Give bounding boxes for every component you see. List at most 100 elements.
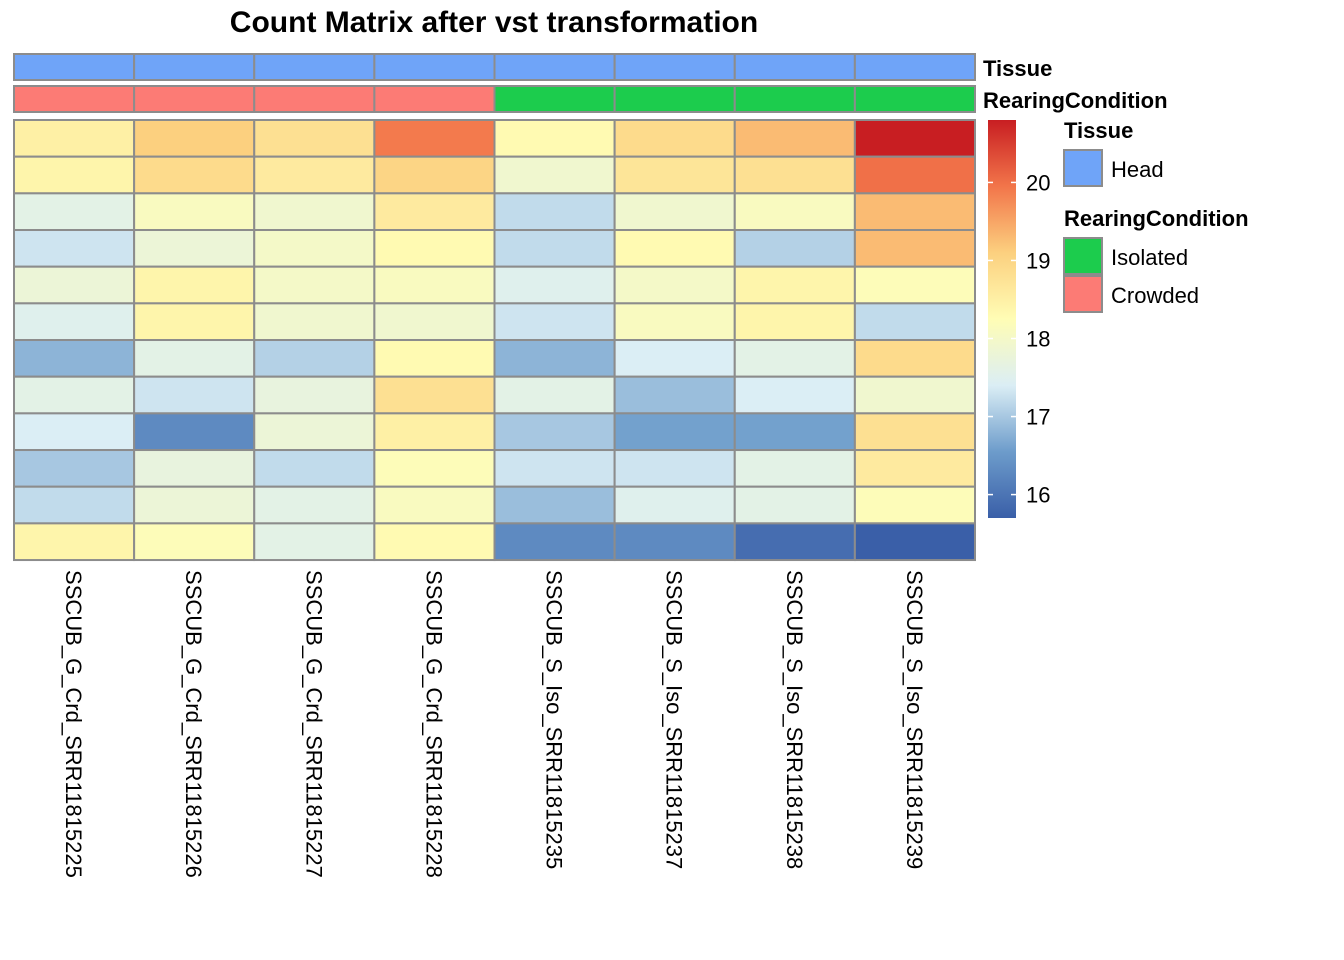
heatmap-cell-r9-c3: [253, 412, 376, 452]
heatmap-cell-r6-c1: [13, 302, 136, 342]
heatmap-cell-r3-c7: [733, 192, 856, 232]
heatmap-cell-r1-c2: [133, 119, 256, 158]
heatmap-cell-r3-c8: [853, 192, 976, 232]
heatmap-cell-r6-c4: [373, 302, 496, 342]
heatmap-cell-r7-c1: [13, 339, 136, 378]
heatmap-cell-r4-c7: [733, 229, 856, 268]
heatmap-cell-r12-c3: [253, 522, 376, 562]
heatmap-cell-r3-c2: [133, 192, 256, 232]
legend-label-crowded: Crowded: [1111, 283, 1199, 308]
heatmap-cell-r6-c3: [253, 302, 376, 342]
legend-swatch-crowded: [1063, 275, 1103, 313]
column-labels: SSCUB_G_Crd_SRR11815225 SSCUB_G_Crd_SRR11…: [61, 570, 927, 878]
annotation-cell-rearingcondition-7: [733, 85, 856, 113]
heatmap-cell-r9-c1: [13, 412, 136, 452]
heatmap-cell-r8-c1: [13, 375, 136, 415]
heatmap-cell-r3-c5: [493, 192, 616, 232]
colorbar-tick-label: 18: [1026, 327, 1050, 352]
annotation-cell-rearingcondition-8: [853, 85, 976, 113]
heatmap-cell-r9-c6: [613, 412, 736, 452]
heatmap-cell-r7-c4: [373, 339, 496, 378]
heatmap-cell-r5-c8: [853, 265, 976, 305]
heatmap-cell-r10-c6: [613, 449, 736, 488]
column-label-4: SSCUB_G_Crd_SRR11815228: [421, 570, 446, 878]
heatmap-cell-r12-c7: [733, 522, 856, 562]
heatmap-cell-r10-c7: [733, 449, 856, 488]
heatmap-cell-r10-c5: [493, 449, 616, 488]
heatmap-cell-r8-c5: [493, 375, 616, 415]
heatmap-cell-r8-c3: [253, 375, 376, 415]
heatmap-cell-r6-c6: [613, 302, 736, 342]
heatmap-cell-r5-c2: [133, 265, 256, 305]
heatmap-cell-r12-c4: [373, 522, 496, 562]
heatmap-cell-r9-c7: [733, 412, 856, 452]
column-label-2: SSCUB_G_Crd_SRR11815226: [181, 570, 206, 878]
legend-title-tissue: Tissue: [1064, 118, 1133, 143]
column-label-5: SSCUB_S_Iso_SRR11815235: [542, 570, 567, 869]
legend-label-isolated: Isolated: [1111, 245, 1188, 270]
heatmap-cell-r8-c4: [373, 375, 496, 415]
annotation-cell-tissue-5: [493, 53, 616, 81]
heatmap-cell-r11-c6: [613, 485, 736, 525]
heatmap-cell-r1-c4: [373, 119, 496, 158]
heatmap-cell-r8-c2: [133, 375, 256, 415]
heatmap-cell-r3-c1: [13, 192, 136, 232]
heatmap-cell-r6-c5: [493, 302, 616, 342]
annotation-cell-rearingcondition-4: [373, 85, 496, 113]
heatmap-cell-r1-c1: [13, 119, 136, 158]
heatmap-cell-r2-c8: [853, 155, 976, 195]
annotation-bars: Tissue RearingCondition: [13, 53, 1168, 113]
annotation-legends: Tissue Head RearingCondition Isolated Crowde…: [1063, 118, 1249, 313]
heatmap-cell-r7-c7: [733, 339, 856, 378]
colorbar-tick-label: 19: [1026, 248, 1050, 273]
heatmap-cell-r12-c5: [493, 522, 616, 562]
heatmap-cell-r8-c8: [853, 375, 976, 415]
column-label-1: SSCUB_G_Crd_SRR11815225: [61, 570, 86, 878]
heatmap-cell-r4-c2: [133, 229, 256, 268]
colorbar-tick-label: 16: [1026, 483, 1050, 508]
heatmap-cell-r9-c8: [853, 412, 976, 452]
heatmap-cell-r2-c7: [733, 155, 856, 195]
heatmap-cell-r11-c2: [133, 485, 256, 525]
heatmap-cell-r7-c6: [613, 339, 736, 378]
heatmap-cell-r11-c1: [13, 485, 136, 525]
annotation-cell-tissue-6: [613, 53, 736, 81]
annotation-cell-rearingcondition-3: [253, 85, 376, 113]
column-label-3: SSCUB_G_Crd_SRR11815227: [301, 570, 326, 878]
heatmap-cell-r8-c7: [733, 375, 856, 415]
column-label-8: SSCUB_S_Iso_SRR11815239: [902, 570, 927, 869]
heatmap-cell-r9-c2: [133, 412, 256, 452]
color-scale-legend: 16 17 18 19 20: [988, 120, 1050, 518]
annotation-label-tissue: Tissue: [983, 56, 1052, 81]
annotation-cell-rearingcondition-5: [493, 85, 616, 113]
heatmap-cell-r10-c1: [13, 449, 136, 488]
heatmap-cell-r11-c4: [373, 485, 496, 525]
heatmap-cell-r11-c7: [733, 485, 856, 525]
heatmap-cell-r2-c3: [253, 155, 376, 195]
heatmap-cell-r3-c4: [373, 192, 496, 232]
heatmap-cell-r5-c1: [13, 265, 136, 305]
heatmap-cell-r5-c4: [373, 265, 496, 305]
heatmap-cell-r1-c8: [853, 119, 976, 158]
heatmap-cell-r11-c3: [253, 485, 376, 525]
heatmap-cell-r2-c1: [13, 155, 136, 195]
heatmap-cell-r1-c3: [253, 119, 376, 158]
heatmap-cell-r3-c3: [253, 192, 376, 232]
heatmap-cell-r7-c5: [493, 339, 616, 378]
heatmap-cell-r4-c6: [613, 229, 736, 268]
heatmap-cell-r7-c2: [133, 339, 256, 378]
heatmap-cell-r11-c5: [493, 485, 616, 525]
heatmap-cell-r2-c2: [133, 155, 256, 195]
legend-title-rearingcondition: RearingCondition: [1064, 206, 1249, 231]
heatmap-cells: [13, 119, 976, 562]
heatmap-cell-r12-c2: [133, 522, 256, 562]
annotation-cell-rearingcondition-2: [133, 85, 256, 113]
annotation-cell-tissue-1: [13, 53, 136, 81]
column-label-6: SSCUB_S_Iso_SRR11815237: [662, 570, 687, 869]
heatmap-cell-r1-c7: [733, 119, 856, 158]
heatmap-cell-r12-c1: [13, 522, 136, 562]
heatmap-cell-r9-c4: [373, 412, 496, 452]
annotation-cell-tissue-2: [133, 53, 256, 81]
heatmap-cell-r6-c7: [733, 302, 856, 342]
